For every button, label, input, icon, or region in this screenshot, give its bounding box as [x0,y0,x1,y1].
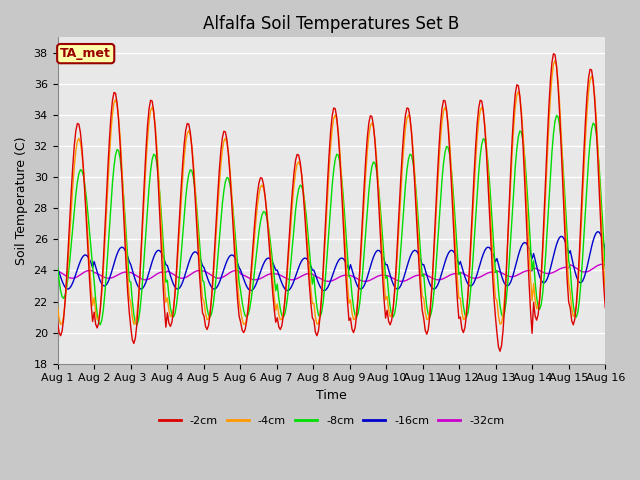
-32cm [325,278,333,284]
-16cm [236,264,243,270]
-8cm [121,208,129,214]
-4cm [246,291,253,297]
-8cm [295,186,303,192]
-2cm [54,319,61,324]
-32cm [244,275,252,280]
-32cm [121,269,129,275]
-2cm [293,152,301,157]
-32cm [573,265,580,271]
-4cm [574,285,582,291]
Line: -32cm: -32cm [58,264,605,281]
-16cm [121,247,129,252]
-16cm [248,288,255,293]
-2cm [550,51,557,57]
-8cm [246,305,253,311]
-8cm [553,113,561,119]
Y-axis label: Soil Temperature (C): Soil Temperature (C) [15,136,28,265]
-8cm [237,288,244,294]
-4cm [602,289,609,295]
-32cm [236,268,243,274]
-4cm [240,322,248,327]
-32cm [293,276,301,281]
-4cm [217,162,225,168]
-32cm [598,262,606,267]
-2cm [236,313,243,319]
Line: -4cm: -4cm [58,60,605,324]
X-axis label: Time: Time [316,389,347,402]
-16cm [295,265,303,271]
-4cm [121,217,129,223]
Line: -8cm: -8cm [58,116,605,325]
-8cm [574,309,582,315]
-2cm [244,304,252,310]
-2cm [121,234,129,240]
-16cm [594,229,602,235]
-16cm [54,264,61,270]
-16cm [217,276,225,282]
-2cm [602,305,609,311]
-4cm [54,303,61,309]
Text: TA_met: TA_met [60,47,111,60]
-8cm [133,322,141,328]
Line: -16cm: -16cm [58,232,605,290]
Legend: -2cm, -4cm, -8cm, -16cm, -32cm: -2cm, -4cm, -8cm, -16cm, -32cm [154,412,509,431]
Line: -2cm: -2cm [58,54,605,351]
-2cm [217,149,225,155]
-8cm [602,265,609,271]
-4cm [551,58,559,63]
-4cm [295,159,303,165]
-4cm [236,299,243,304]
-2cm [574,279,582,285]
-16cm [244,286,252,292]
-32cm [602,262,609,268]
Title: Alfalfa Soil Temperatures Set B: Alfalfa Soil Temperatures Set B [204,15,460,33]
-16cm [602,248,609,253]
-8cm [54,264,61,269]
-2cm [496,348,504,354]
-16cm [573,273,580,279]
-32cm [54,268,61,274]
-8cm [218,202,226,207]
-32cm [217,275,225,281]
